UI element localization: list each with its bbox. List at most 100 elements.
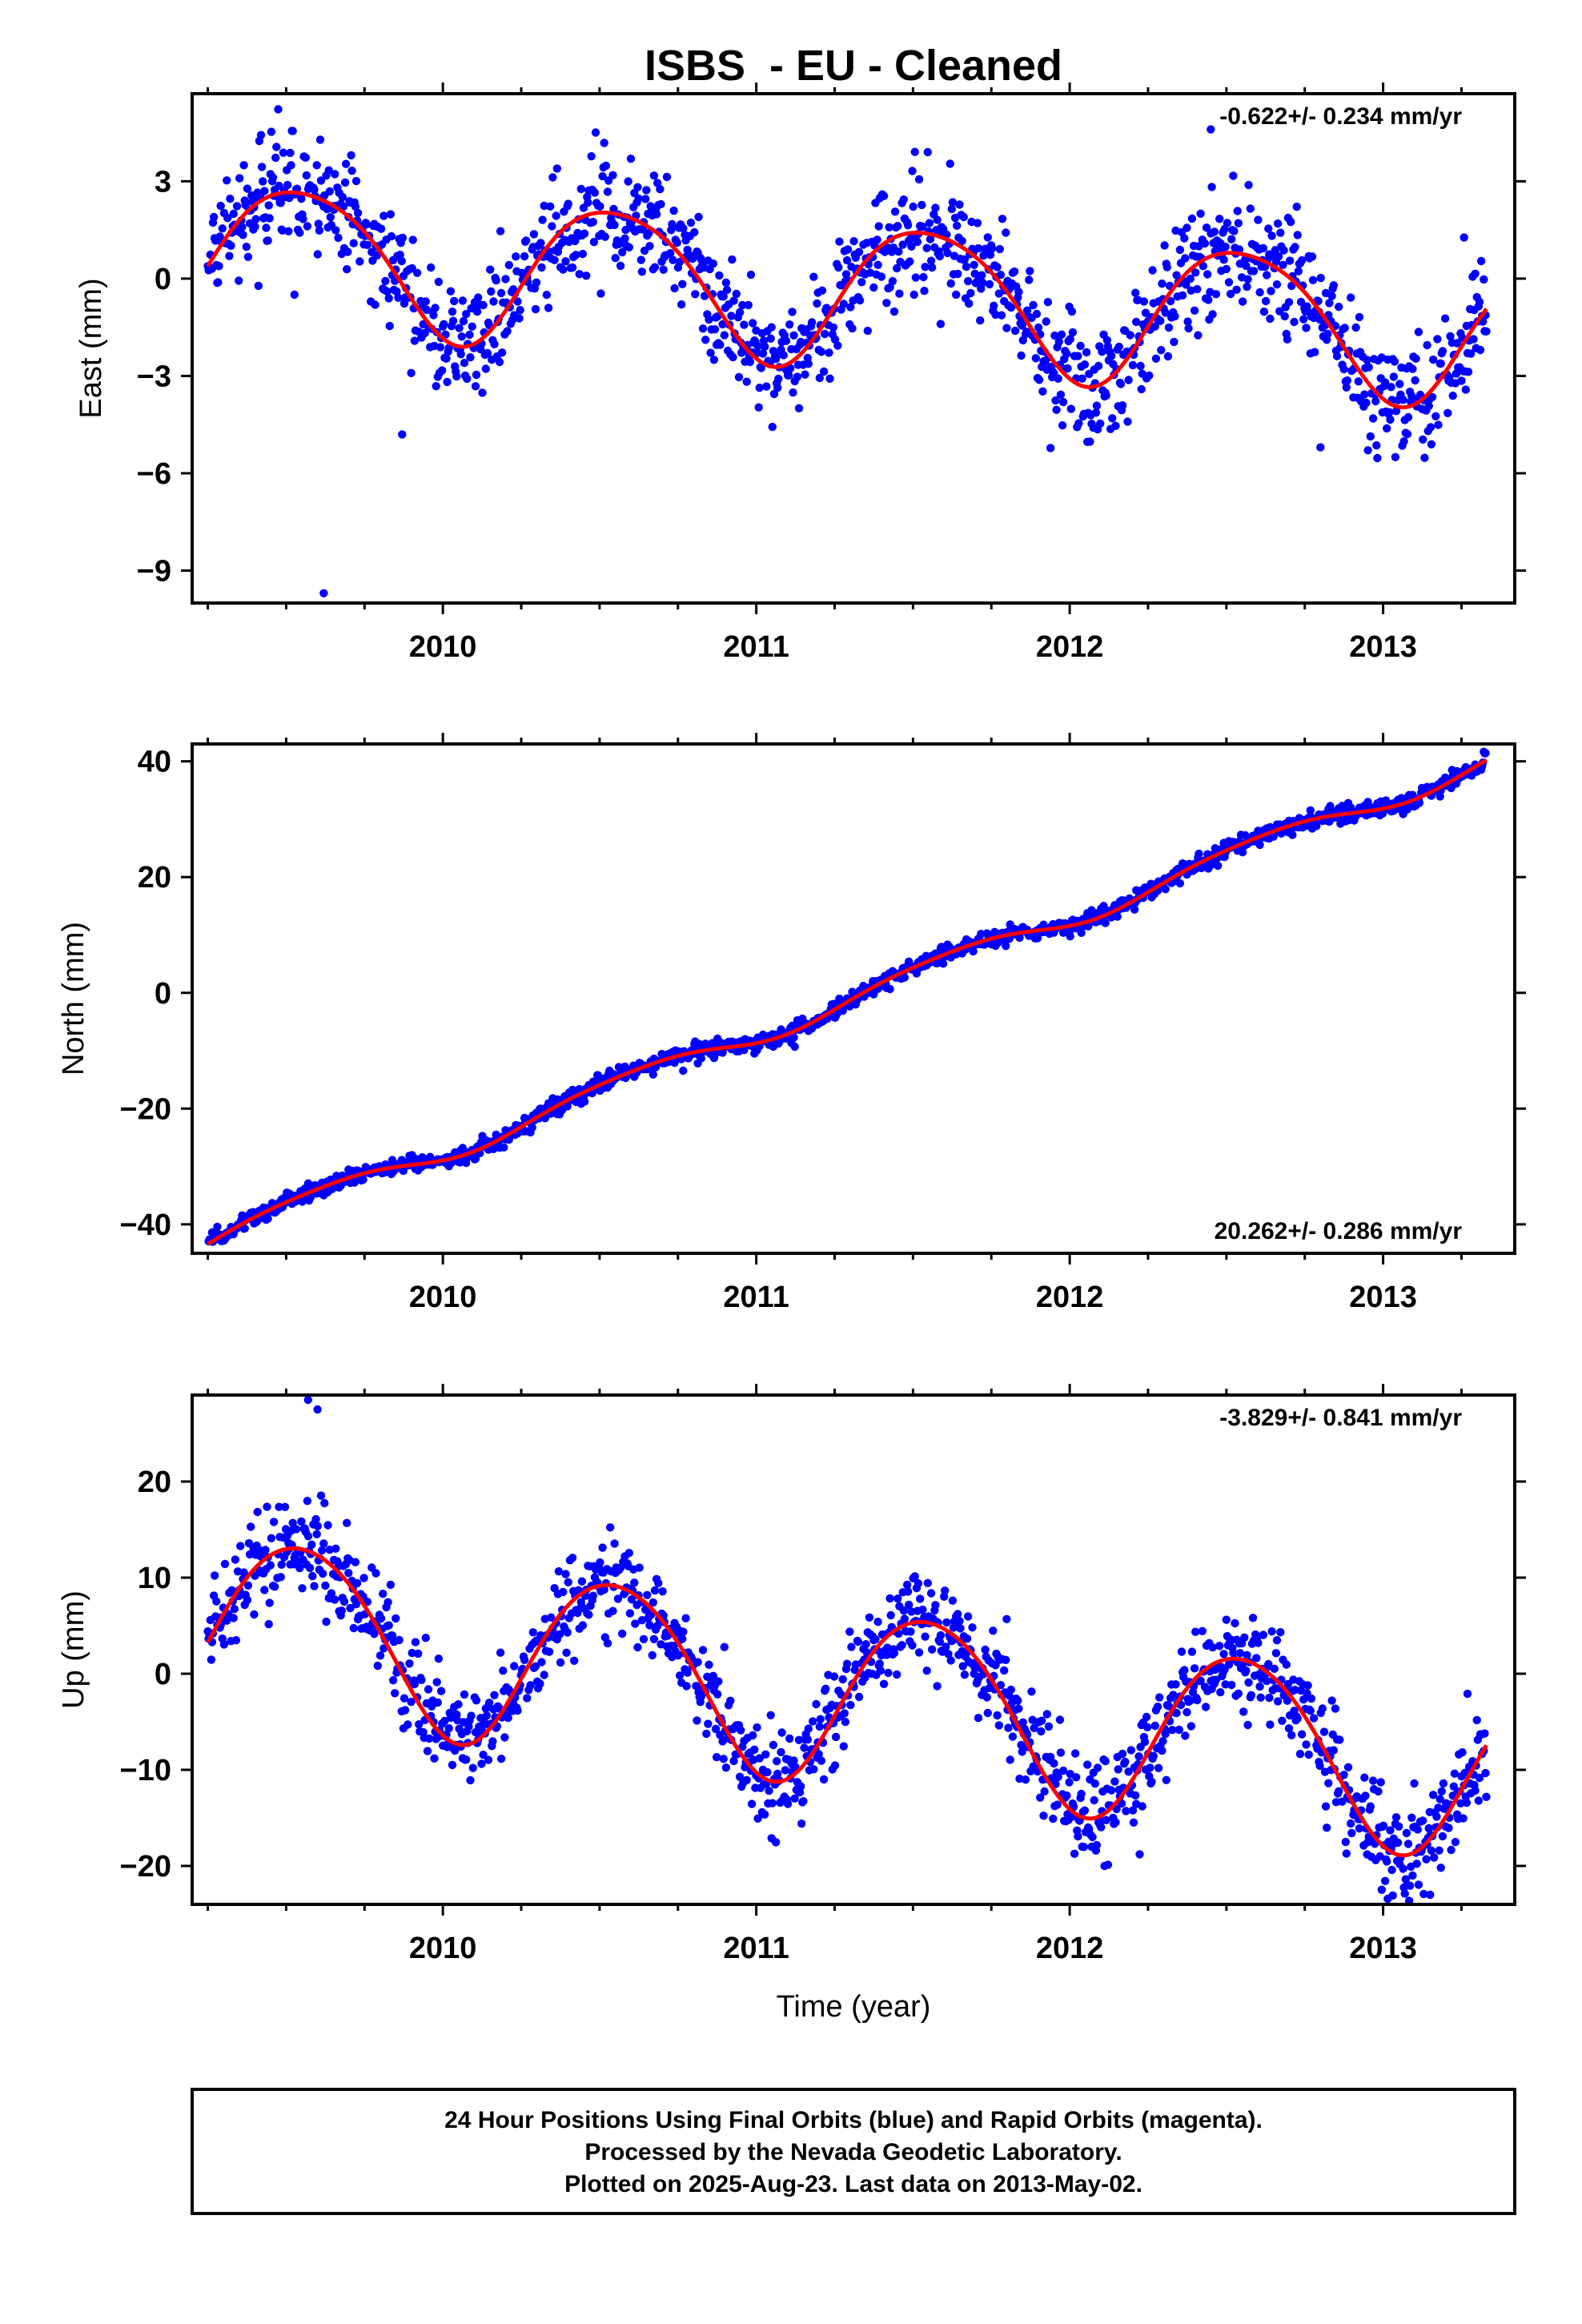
data-point xyxy=(1008,1732,1018,1741)
data-point xyxy=(243,184,252,193)
data-point xyxy=(986,251,995,259)
data-point xyxy=(1449,1782,1459,1791)
data-point xyxy=(1335,1735,1344,1744)
data-point xyxy=(568,1554,577,1562)
data-point xyxy=(1424,401,1433,411)
data-point xyxy=(948,198,958,207)
data-point xyxy=(947,204,957,214)
data-point xyxy=(1395,1822,1403,1831)
data-point xyxy=(1094,361,1103,371)
data-point xyxy=(1264,1659,1273,1669)
data-point xyxy=(564,1578,572,1587)
data-point xyxy=(295,228,304,237)
data-point xyxy=(1284,1724,1294,1733)
data-point xyxy=(737,1726,745,1735)
data-point xyxy=(1403,429,1412,439)
data-point xyxy=(906,234,915,243)
data-point xyxy=(1232,285,1241,294)
data-point xyxy=(675,1671,685,1680)
data-point xyxy=(714,1677,723,1686)
data-point xyxy=(1198,1626,1207,1636)
data-point xyxy=(1243,275,1252,283)
data-point xyxy=(1435,792,1444,801)
data-point xyxy=(529,230,539,239)
data-point xyxy=(1263,1676,1271,1686)
data-point xyxy=(889,307,899,316)
data-point xyxy=(285,194,294,203)
data-point xyxy=(1428,1791,1438,1799)
data-point xyxy=(819,367,829,376)
y-axis-label: Up (mm) xyxy=(57,1590,90,1709)
data-point xyxy=(889,1649,899,1658)
data-point xyxy=(395,1635,404,1645)
data-point xyxy=(1160,241,1169,250)
data-point xyxy=(869,283,878,292)
data-point xyxy=(727,312,736,320)
data-point xyxy=(909,202,917,211)
data-point xyxy=(1278,1716,1287,1725)
data-point xyxy=(1027,1687,1036,1696)
data-point xyxy=(341,159,351,168)
data-point xyxy=(1080,360,1090,369)
data-point xyxy=(349,239,358,247)
data-point xyxy=(1371,396,1380,406)
data-point xyxy=(1273,1697,1283,1706)
data-point xyxy=(989,1626,998,1635)
data-point xyxy=(1031,354,1041,363)
data-point xyxy=(590,188,600,197)
data-point xyxy=(319,1569,327,1578)
data-point xyxy=(1180,1666,1189,1675)
data-point xyxy=(800,1743,809,1752)
data-point xyxy=(383,287,391,296)
data-point xyxy=(349,1623,358,1633)
data-point xyxy=(1311,348,1319,356)
data-point xyxy=(1265,1693,1274,1703)
data-point xyxy=(839,300,849,308)
data-point xyxy=(256,131,266,139)
data-point xyxy=(1271,1649,1281,1658)
data-point xyxy=(914,1648,924,1657)
data-point xyxy=(1002,1655,1010,1664)
data-point xyxy=(427,263,436,272)
data-point xyxy=(855,296,865,305)
data-point xyxy=(642,186,651,195)
data-point xyxy=(496,288,506,298)
data-point xyxy=(456,350,465,359)
data-point xyxy=(1316,443,1325,452)
data-point xyxy=(1090,1779,1100,1788)
data-point xyxy=(1142,1712,1151,1722)
y-tick-label: −20 xyxy=(120,1092,171,1126)
data-point xyxy=(767,323,776,332)
data-point xyxy=(960,1671,970,1679)
data-point xyxy=(1038,387,1047,396)
data-point xyxy=(1062,1791,1071,1800)
data-point xyxy=(1066,335,1074,344)
data-point xyxy=(1088,1832,1097,1842)
data-point xyxy=(923,147,933,157)
data-point xyxy=(876,1666,885,1675)
data-point xyxy=(1056,1748,1066,1757)
data-point xyxy=(1097,1823,1106,1831)
data-point xyxy=(643,1590,652,1600)
data-point xyxy=(576,184,585,194)
data-point xyxy=(698,324,708,333)
data-point xyxy=(247,1522,255,1531)
data-point xyxy=(544,1647,554,1656)
data-point xyxy=(719,292,728,301)
data-point xyxy=(962,1634,972,1643)
data-point xyxy=(1467,349,1476,358)
data-point xyxy=(754,403,763,412)
data-point xyxy=(698,1646,708,1655)
data-point xyxy=(854,1692,864,1702)
data-point xyxy=(804,1724,813,1733)
data-point xyxy=(297,195,306,203)
data-point xyxy=(596,289,605,298)
data-point xyxy=(261,1546,270,1554)
data-point xyxy=(227,1586,236,1595)
data-point xyxy=(1034,323,1043,332)
data-point xyxy=(1191,1627,1200,1636)
data-point xyxy=(580,1097,589,1106)
data-point xyxy=(408,235,417,244)
data-point xyxy=(865,1613,874,1622)
